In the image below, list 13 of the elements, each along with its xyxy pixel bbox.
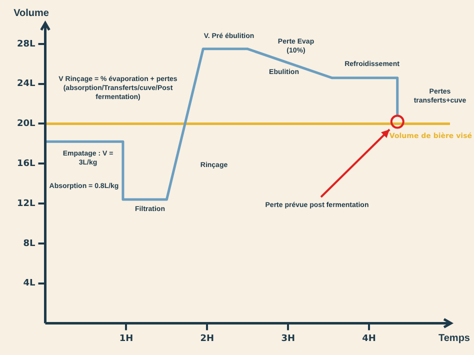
y-tick-label: 8L <box>23 238 36 249</box>
y-tick-label: 16L <box>16 158 36 169</box>
y-tick-label: 28L <box>16 39 36 50</box>
x-tick-label: 4H <box>362 334 376 344</box>
y-tick-label: 12L <box>16 198 36 209</box>
y-tick-label: 4L <box>23 278 36 289</box>
x-tick-label: 3H <box>281 334 295 344</box>
x-tick-label: 1H <box>119 334 134 344</box>
y-tick-label: 20L <box>16 119 36 130</box>
y-tick-label: 24L <box>16 79 36 90</box>
x-axis-title: Temps <box>438 332 470 344</box>
y-axis-title: Volume <box>14 8 50 19</box>
x-tick-label: 2H <box>200 334 214 344</box>
